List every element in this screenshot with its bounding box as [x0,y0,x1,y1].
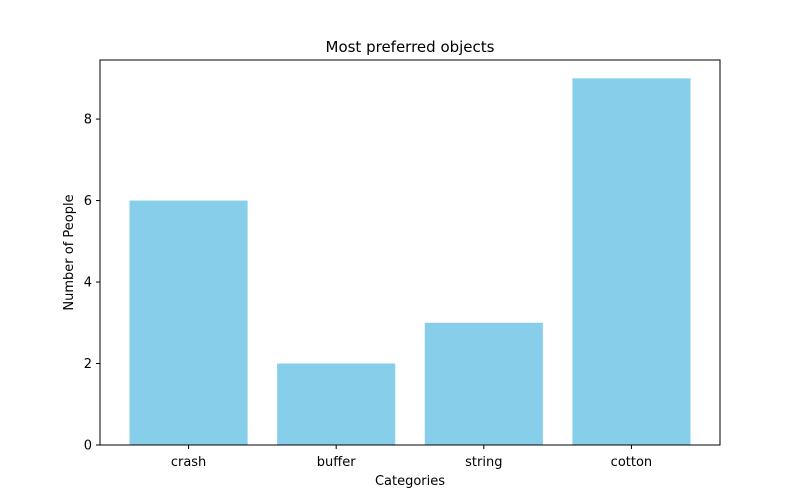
y-tick-label-8: 8 [84,113,92,128]
x-axis-label: Categories [375,474,445,489]
bar-buffer [277,363,396,445]
x-axis-ticks: crash buffer string cotton [171,445,652,470]
x-tick-label-buffer: buffer [317,455,356,470]
x-tick-label-string: string [465,455,502,470]
chart-title: Most preferred objects [326,38,495,56]
bars-group [129,78,691,445]
y-tick-label-4: 4 [84,276,92,291]
y-tick-label-2: 2 [84,357,92,372]
y-axis-label: Number of People [62,194,77,310]
bar-cotton [572,78,691,445]
y-tick-label-0: 0 [84,439,92,454]
plot-frame [99,59,721,446]
y-tick-label-6: 6 [84,194,92,209]
x-tick-label-crash: crash [171,455,206,470]
bar-crash [129,200,248,445]
y-axis-ticks: 0 2 4 6 8 [84,113,100,454]
x-tick-label-cotton: cotton [611,455,653,470]
bar-string [424,322,543,445]
